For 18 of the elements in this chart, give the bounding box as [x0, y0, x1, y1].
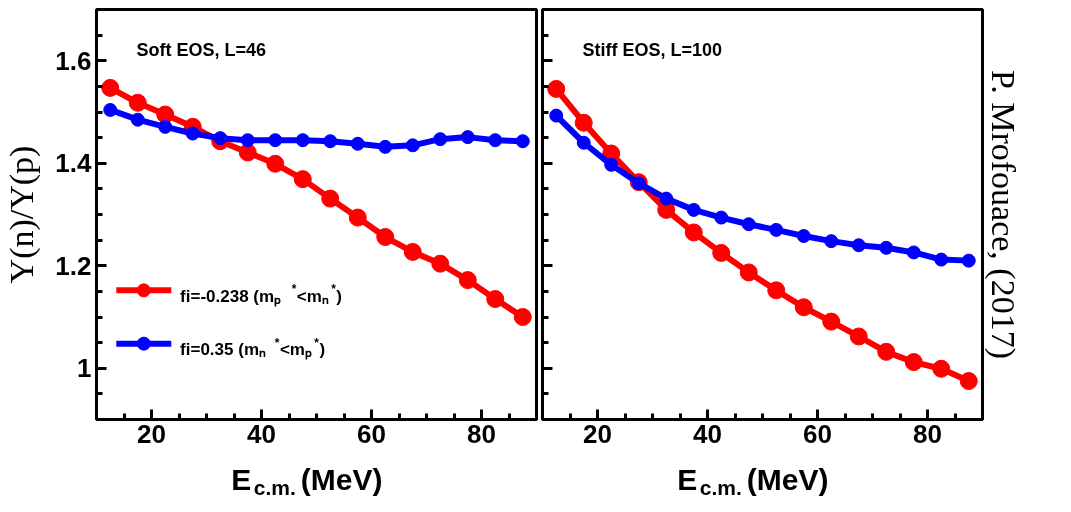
y-tick-label: 1.4	[55, 148, 93, 179]
text: P. Mrofouace, (2017)	[983, 70, 1022, 359]
y-tick-label: 1	[77, 353, 92, 384]
text: Soft EOS, L=46	[136, 39, 267, 60]
x-tick-label: 40	[693, 418, 722, 449]
y-tick-label: 1.6	[55, 45, 92, 76]
text: Stiff EOS, L=100	[582, 39, 723, 60]
x-tick-label: 80	[913, 418, 942, 449]
x-tick-label: 60	[803, 418, 832, 449]
x-tick-label: 20	[137, 418, 166, 449]
legend-label: fi=0.35 (mₙ*<mₚ*)	[180, 335, 326, 361]
y-axis-title: Y(n)/Y(p)	[3, 145, 42, 284]
x-tick-label: 20	[583, 418, 612, 449]
x-tick-label: 80	[467, 418, 496, 449]
legend-label: fi=-0.238 (mₚ*<mₙ*)	[180, 282, 343, 307]
x-tick-label: 60	[357, 418, 386, 449]
x-tick-label: 40	[247, 418, 276, 449]
y-tick-label: 1.2	[55, 250, 92, 281]
